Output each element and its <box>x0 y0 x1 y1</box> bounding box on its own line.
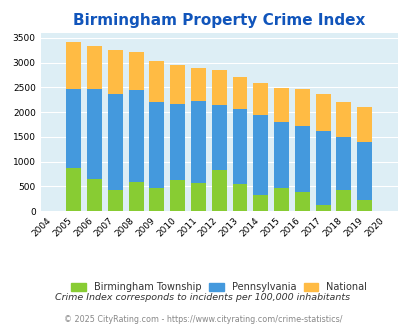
Bar <box>336 137 350 211</box>
Legend: Birmingham Township, Pennsylvania, National: Birmingham Township, Pennsylvania, Natio… <box>67 279 370 296</box>
Bar <box>232 184 247 211</box>
Bar <box>232 109 247 211</box>
Bar <box>149 188 164 211</box>
Bar <box>356 107 371 211</box>
Bar <box>315 205 330 211</box>
Bar <box>356 143 371 211</box>
Bar <box>294 192 309 211</box>
Bar <box>294 126 309 211</box>
Bar <box>128 182 143 211</box>
Text: Crime Index corresponds to incidents per 100,000 inhabitants: Crime Index corresponds to incidents per… <box>55 293 350 302</box>
Bar <box>66 168 81 211</box>
Bar <box>211 70 226 211</box>
Bar <box>253 195 268 211</box>
Bar <box>128 90 143 211</box>
Bar <box>315 94 330 211</box>
Bar <box>149 61 164 211</box>
Bar <box>66 43 81 211</box>
Bar <box>232 77 247 211</box>
Bar <box>273 122 288 211</box>
Bar <box>66 89 81 211</box>
Bar <box>170 65 185 211</box>
Title: Birmingham Property Crime Index: Birmingham Property Crime Index <box>73 13 364 28</box>
Bar <box>211 170 226 211</box>
Bar <box>294 89 309 211</box>
Bar <box>108 94 123 211</box>
Bar <box>253 115 268 211</box>
Bar <box>108 50 123 211</box>
Bar <box>87 89 102 211</box>
Bar <box>273 188 288 211</box>
Bar <box>87 179 102 211</box>
Bar <box>128 52 143 211</box>
Bar <box>190 68 205 211</box>
Bar <box>273 88 288 211</box>
Bar <box>253 83 268 211</box>
Bar <box>315 131 330 211</box>
Bar <box>356 200 371 211</box>
Bar <box>149 102 164 211</box>
Bar <box>170 180 185 211</box>
Text: © 2025 CityRating.com - https://www.cityrating.com/crime-statistics/: © 2025 CityRating.com - https://www.city… <box>64 315 341 324</box>
Bar <box>87 46 102 211</box>
Bar <box>211 105 226 211</box>
Bar <box>190 183 205 211</box>
Bar <box>336 190 350 211</box>
Bar <box>170 104 185 211</box>
Bar <box>108 190 123 211</box>
Bar <box>190 101 205 211</box>
Bar <box>336 102 350 211</box>
